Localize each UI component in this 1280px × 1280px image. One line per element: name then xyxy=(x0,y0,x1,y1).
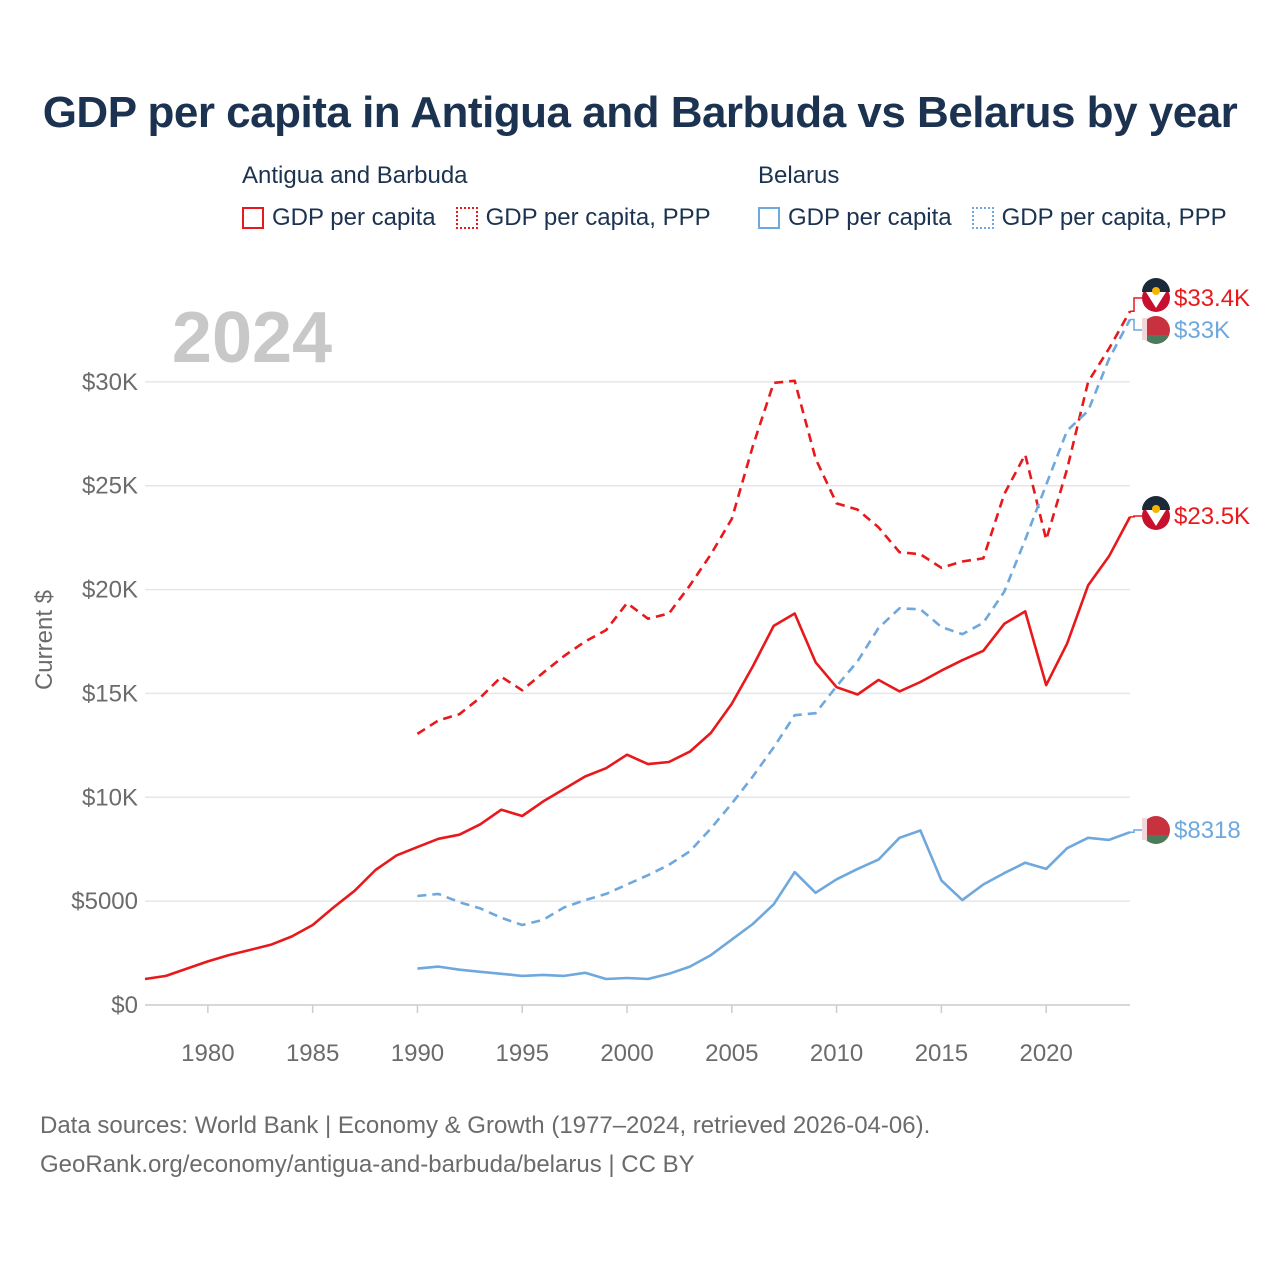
flag-sun xyxy=(1152,287,1160,295)
legend-group-antigua: Antigua and Barbuda GDP per capita GDP p… xyxy=(242,162,711,232)
x-tick-label: 2005 xyxy=(705,1040,758,1067)
belarus-flag-icon xyxy=(1142,816,1170,844)
series-line-belarus-ppp[interactable] xyxy=(417,318,1132,927)
end-value-label: $8318 xyxy=(1174,817,1241,844)
end-value-label: $33.4K xyxy=(1174,285,1250,312)
legend-item-antigua-gdp[interactable]: GDP per capita xyxy=(242,204,436,232)
end-label-connector xyxy=(1130,297,1142,312)
belarus-flag-icon xyxy=(1142,316,1170,344)
x-tick-label: 2020 xyxy=(1019,1040,1072,1067)
footer-line-url[interactable]: GeoRank.org/economy/antigua-and-barbuda/… xyxy=(40,1151,695,1178)
legend-group-label: Belarus xyxy=(758,162,840,189)
chart-title: GDP per capita in Antigua and Barbuda vs… xyxy=(42,88,1238,137)
year-watermark: 2024 xyxy=(172,298,332,378)
legend-swatch-solid-icon xyxy=(758,207,780,229)
end-label-connector xyxy=(1130,318,1142,331)
legend-item-belarus-gdp[interactable]: GDP per capita xyxy=(758,204,952,232)
x-tick-label: 1985 xyxy=(286,1040,339,1067)
series-line-antigua-gdp[interactable] xyxy=(144,516,1132,981)
footer-sources: Data sources: World Bank | Economy & Gro… xyxy=(40,1106,930,1184)
y-tick-label: $30K xyxy=(82,369,138,396)
end-value-label: $23.5K xyxy=(1174,503,1250,530)
flag-ornament xyxy=(1142,318,1147,340)
y-tick-label: $25K xyxy=(82,473,138,500)
x-tick-label: 1995 xyxy=(496,1040,549,1067)
y-tick-label: $5000 xyxy=(71,888,138,915)
legend-item-belarus-gdp-ppp[interactable]: GDP per capita, PPP xyxy=(971,204,1227,232)
legend-item-label: GDP per capita xyxy=(788,204,952,231)
legend-item-label: GDP per capita, PPP xyxy=(485,204,711,231)
y-tick-label: $20K xyxy=(82,577,138,604)
y-tick-label: $15K xyxy=(82,680,138,707)
x-tick-label: 2010 xyxy=(810,1040,863,1067)
end-label-connector xyxy=(1130,515,1142,518)
legend-swatch-dotted-icon xyxy=(971,207,994,229)
antigua-flag-icon xyxy=(1142,496,1170,530)
footer-line-source: Data sources: World Bank | Economy & Gro… xyxy=(40,1112,931,1139)
y-tick-label: $10K xyxy=(82,784,138,811)
series-line-antigua-ppp[interactable] xyxy=(416,310,1132,735)
flag-green-band xyxy=(1143,835,1169,844)
legend-item-label: GDP per capita, PPP xyxy=(1001,204,1227,231)
legend-item-antigua-gdp-ppp[interactable]: GDP per capita, PPP xyxy=(455,204,711,232)
legend-swatch-solid-icon xyxy=(242,207,264,229)
flag-green-band xyxy=(1143,335,1169,344)
flag-ornament xyxy=(1142,818,1147,840)
x-tick-label: 2000 xyxy=(600,1040,653,1067)
end-label-connector xyxy=(1130,829,1142,833)
flag-triangle xyxy=(1146,292,1166,308)
flag-triangle xyxy=(1146,510,1166,526)
legend-group-label: Antigua and Barbuda xyxy=(242,162,468,189)
end-value-label: $33K xyxy=(1174,317,1230,344)
x-tick-label: 2015 xyxy=(915,1040,968,1067)
series-line-belarus-gdp[interactable] xyxy=(417,829,1131,981)
legend-group-belarus: Belarus GDP per capita GDP per capita, P… xyxy=(758,162,1227,232)
legend-swatch-dotted-icon xyxy=(455,207,478,229)
flag-top-band xyxy=(1142,496,1170,510)
flag-sun xyxy=(1152,505,1160,513)
x-tick-label: 1980 xyxy=(181,1040,234,1067)
legend-item-label: GDP per capita xyxy=(272,204,436,231)
x-tick-label: 1990 xyxy=(391,1040,444,1067)
flag-top-band xyxy=(1142,278,1170,292)
y-axis-label: Current $ xyxy=(31,590,58,690)
antigua-flag-icon xyxy=(1142,278,1170,312)
y-tick-label: $0 xyxy=(111,992,138,1019)
